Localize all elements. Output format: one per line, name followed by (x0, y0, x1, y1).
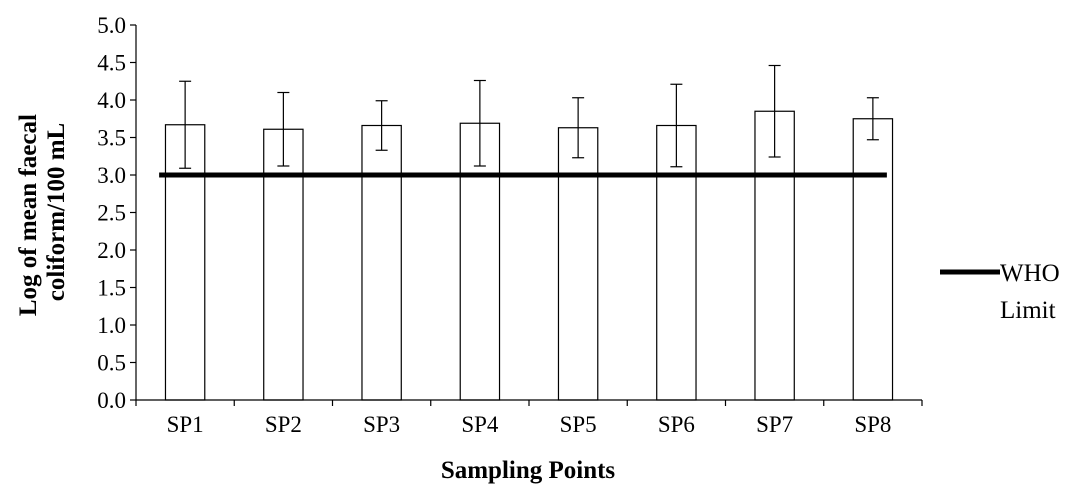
legend: WHO Limit (940, 260, 1066, 324)
y-axis-title: Log of mean faecal coliform/100 mL (15, 108, 70, 316)
x-tick-label: SP7 (756, 412, 793, 437)
x-tick-label: SP2 (265, 412, 302, 437)
bar-sp8 (852, 118, 894, 401)
error-bars-group (179, 64, 879, 169)
y-tick-label: 1.0 (97, 313, 126, 338)
y-tick-label: 4.5 (97, 51, 126, 76)
y-tick-label: 5.0 (97, 13, 126, 38)
y-axis-title-line-1: Log of mean faecal (15, 114, 42, 316)
bar-sp4 (459, 122, 501, 401)
legend-label-line-1: WHO (1000, 260, 1060, 287)
y-tick-label: 0.0 (97, 388, 126, 413)
y-tick-label: 0.5 (97, 351, 126, 376)
bar-sp5 (557, 127, 599, 401)
y-tick-label: 4.0 (97, 88, 126, 113)
legend-label-who-limit: WHO Limit (1000, 260, 1066, 324)
y-tick-label: 2.0 (97, 238, 126, 263)
x-tick-label: SP4 (461, 412, 499, 437)
y-axis-title-line-2: coliform/100 mL (43, 123, 70, 301)
y-tick-label: 3.0 (97, 163, 126, 188)
x-tick-label: SP8 (854, 412, 891, 437)
x-tick-label: SP3 (363, 412, 400, 437)
legend-label-line-2: Limit (1000, 297, 1056, 324)
x-tick-label: SP5 (560, 412, 597, 437)
y-ticks-group: 0.0 0.5 1.0 1.5 2.0 2.5 3.0 3.5 4.0 4.5 5.0 (97, 13, 136, 413)
bars-group (164, 110, 894, 401)
bar-sp1 (164, 124, 206, 401)
x-tick-label: SP6 (658, 412, 695, 437)
x-tick-label: SP1 (167, 412, 204, 437)
x-axis-title: Sampling Points (441, 457, 616, 484)
y-tick-label: 2.5 (97, 201, 126, 226)
bar-sp7 (754, 110, 795, 401)
x-ticks-group: SP1 SP2 SP3 SP4 SP5 SP6 SP7 SP8 (135, 400, 923, 437)
y-tick-label: 1.5 (97, 276, 126, 301)
bar-sp3 (361, 124, 402, 401)
axes-group (135, 25, 922, 401)
y-tick-label: 3.5 (97, 126, 126, 151)
bar-sp2 (263, 128, 304, 401)
